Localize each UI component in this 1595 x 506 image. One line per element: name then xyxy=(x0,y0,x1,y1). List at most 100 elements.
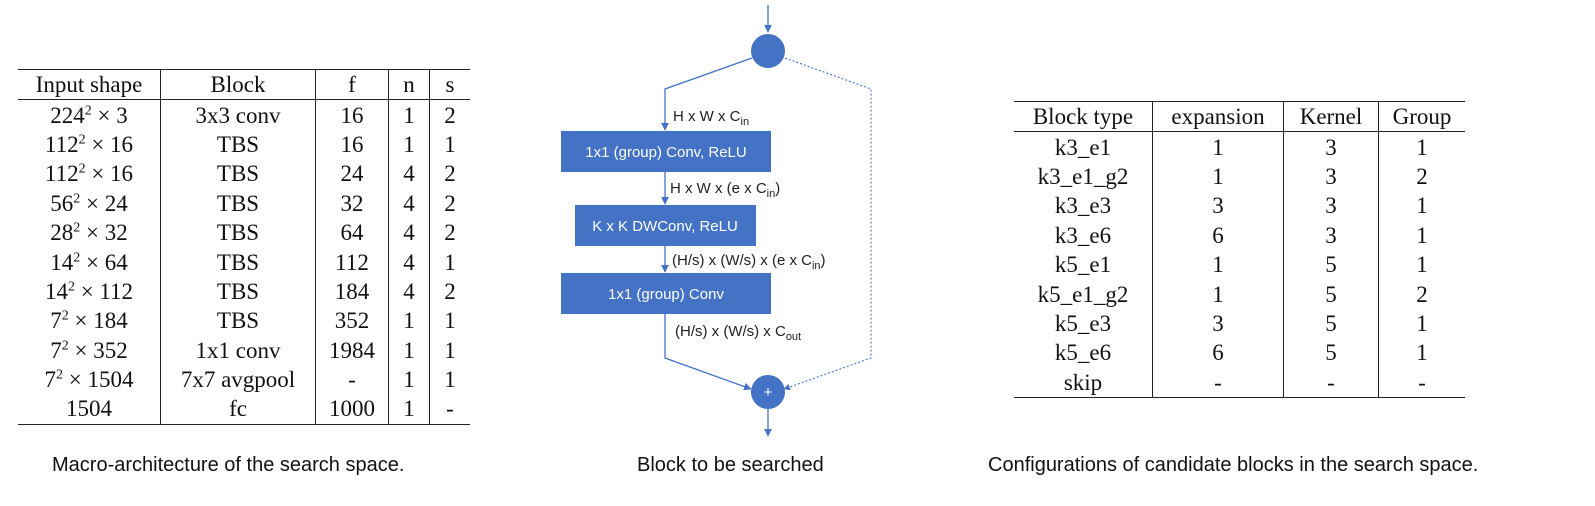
expansion-cell: 1 xyxy=(1152,279,1284,309)
macro-table-caption: Macro-architecture of the search space. xyxy=(52,454,405,476)
n-cell: 4 xyxy=(388,217,430,248)
input-shape-cell: 1122 × 16 xyxy=(44,161,134,187)
block-type-cell: k5_e3 xyxy=(1054,310,1112,336)
table-row: 1122 × 16 TBS 24 4 2 xyxy=(18,159,470,189)
input-shape-cell: 2242 × 3 xyxy=(50,102,128,128)
input-shape-cell: 142 × 112 xyxy=(44,278,134,304)
f-cell: 1000 xyxy=(315,394,389,425)
group-cell: 1 xyxy=(1378,191,1465,221)
n-cell: 1 xyxy=(388,364,430,395)
expansion-cell: 1 xyxy=(1152,249,1284,280)
block-cell: 3x3 conv xyxy=(160,99,316,130)
f-cell: 184 xyxy=(315,276,389,307)
s-cell: 1 xyxy=(429,306,470,336)
table-row: k5_e1_g2 1 5 2 xyxy=(1014,279,1465,309)
dwconv-block xyxy=(575,205,756,246)
macro-header-f: f xyxy=(315,69,389,100)
block-cell: 1x1 conv xyxy=(160,335,316,365)
kernel-cell: 5 xyxy=(1283,249,1379,280)
n-cell: 1 xyxy=(388,306,430,336)
main-path-bottom xyxy=(664,314,752,391)
s-cell: 1 xyxy=(429,247,470,277)
table-row: 282 × 32 TBS 64 4 2 xyxy=(18,217,470,248)
macro-header-s: s xyxy=(429,69,470,100)
split-node xyxy=(751,34,785,68)
block-cell: 7x7 avgpool xyxy=(160,364,316,395)
group-cell: 2 xyxy=(1378,161,1465,192)
table-row: 72 × 184 TBS 352 1 1 xyxy=(18,306,470,336)
block-cell: fc xyxy=(160,394,316,425)
table-row: 562 × 24 TBS 32 4 2 xyxy=(18,188,470,218)
expansion-cell: 1 xyxy=(1152,131,1284,162)
output-shape-label: (H/s) x (W/s) x Cout xyxy=(675,323,801,343)
conv2-label: 1x1 (group) Conv xyxy=(608,286,724,303)
kernel-cell: 3 xyxy=(1283,191,1379,221)
block-diagram: 1x1 (group) Conv, ReLU K x K DWConv, ReL… xyxy=(561,5,872,437)
main-path-top xyxy=(661,57,753,131)
table-row: 1122 × 16 TBS 16 1 1 xyxy=(18,129,470,160)
expansion-cell: 6 xyxy=(1152,338,1284,368)
block-type-cell: k3_e1_g2 xyxy=(1037,163,1129,189)
input-shape-cell: 72 × 1504 xyxy=(44,367,134,393)
kernel-cell: 3 xyxy=(1283,220,1379,250)
kernel-cell: 5 xyxy=(1283,338,1379,368)
s-cell: 2 xyxy=(429,99,470,130)
n-cell: 4 xyxy=(388,188,430,218)
f-cell: 64 xyxy=(315,217,389,248)
n-cell: 4 xyxy=(388,159,430,189)
add-symbol: + xyxy=(764,384,773,401)
skip-connection xyxy=(783,57,872,391)
block-type-cell: k3_e3 xyxy=(1054,193,1112,219)
block-table-caption: Configurations of candidate blocks in th… xyxy=(988,454,1479,476)
block-header-type: Block type xyxy=(1032,104,1134,130)
n-cell: 4 xyxy=(388,276,430,307)
block-cell: TBS xyxy=(160,217,316,248)
n-cell: 1 xyxy=(388,129,430,160)
input-shape-cell: 72 × 352 xyxy=(50,337,128,363)
block-table-header-row: Block type expansion Kernel Group xyxy=(1014,101,1465,132)
s-cell: 1 xyxy=(429,364,470,395)
group-cell: 1 xyxy=(1378,308,1465,339)
table-row: 72 × 1504 7x7 avgpool -1 1 xyxy=(18,364,470,395)
table-row: 142 × 112 TBS 184 4 2 xyxy=(18,276,470,307)
group-cell: 1 xyxy=(1378,131,1465,162)
expansion-cell: - xyxy=(1152,367,1284,398)
f-cell: 16 xyxy=(315,99,389,130)
table-row: skip - - - xyxy=(1014,367,1465,398)
block-cell: TBS xyxy=(160,247,316,277)
s-cell: 2 xyxy=(429,188,470,218)
table-row: k3_e6 6 3 1 xyxy=(1014,220,1465,250)
expansion-cell: 3 xyxy=(1152,308,1284,339)
input-shape-cell: 282 × 32 xyxy=(50,220,128,246)
kernel-cell: 3 xyxy=(1283,131,1379,162)
kernel-cell: 3 xyxy=(1283,161,1379,192)
macro-table-header-row: Input shape Block f n s xyxy=(18,69,470,100)
mid1-shape-label: H x W x (e x Cin) xyxy=(670,180,780,200)
block-cell: TBS xyxy=(160,129,316,160)
group-cell: 2 xyxy=(1378,279,1465,309)
table-row: k3_e1_g2 1 3 2 xyxy=(1014,161,1465,192)
block-header-expansion: expansion xyxy=(1152,101,1284,132)
s-cell: 2 xyxy=(429,217,470,248)
expansion-cell: 1 xyxy=(1152,161,1284,192)
n-cell: 1 xyxy=(388,99,430,130)
block-type-cell: skip xyxy=(1063,369,1103,395)
kernel-cell: 5 xyxy=(1283,308,1379,339)
kernel-cell: 5 xyxy=(1283,279,1379,309)
group-cell: - xyxy=(1378,367,1465,398)
table-row: 2242 × 3 3x3 conv 16 1 2 xyxy=(18,99,470,130)
table-row: 142 × 64 TBS 112 4 1 xyxy=(18,247,470,277)
s-cell: 1 xyxy=(429,129,470,160)
block-header-group: Group xyxy=(1378,101,1465,132)
f-cell: 112 xyxy=(315,247,389,277)
n-cell: 1 xyxy=(388,335,430,365)
f-cell: 16 xyxy=(315,129,389,160)
expansion-cell: 6 xyxy=(1152,220,1284,250)
block-cell: TBS xyxy=(160,276,316,307)
f-cell: 24 xyxy=(315,159,389,189)
macro-architecture-table: Input shape Block f n s 2242 × 3 3x3 conv… xyxy=(18,69,470,425)
group-cell: 1 xyxy=(1378,249,1465,280)
input-shape-cell: 1504 xyxy=(66,396,112,422)
block-type-cell: k5_e1 xyxy=(1054,252,1112,278)
n-cell: 4 xyxy=(388,247,430,277)
